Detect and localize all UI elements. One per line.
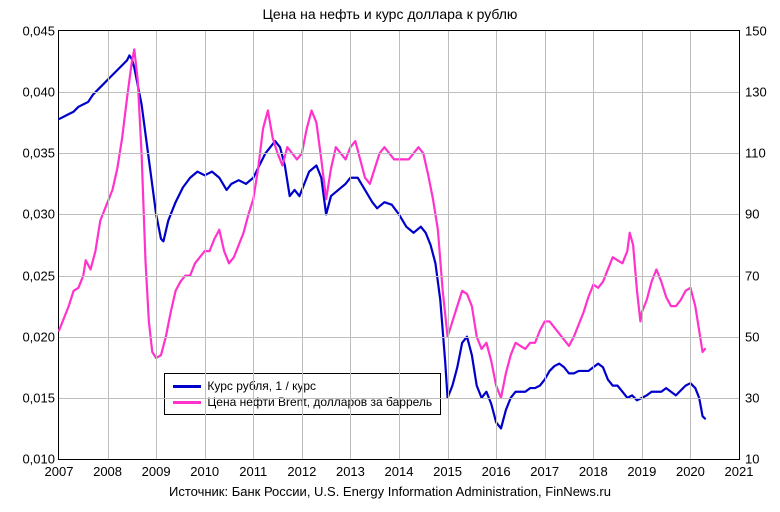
x-tick-label: 2008 — [93, 464, 122, 479]
gridline-h — [59, 92, 739, 93]
gridline-v — [593, 31, 594, 459]
y-right-tick-label: 10 — [745, 452, 780, 467]
x-tick-label: 2016 — [482, 464, 511, 479]
x-tick-label: 2013 — [336, 464, 365, 479]
y-right-tick-label: 50 — [745, 329, 780, 344]
gridline-v — [448, 31, 449, 459]
gridline-v — [302, 31, 303, 459]
legend-swatch — [173, 385, 201, 388]
gridline-v — [205, 31, 206, 459]
y-left-tick-label: 0,040 — [7, 85, 55, 100]
y-left-tick-label: 0,015 — [7, 390, 55, 405]
source-caption: Источник: Банк России, U.S. Energy Infor… — [0, 484, 780, 499]
gridline-v — [642, 31, 643, 459]
y-right-tick-label: 30 — [745, 390, 780, 405]
x-tick-label: 2019 — [627, 464, 656, 479]
x-tick-label: 2020 — [676, 464, 705, 479]
x-tick-label: 2012 — [287, 464, 316, 479]
y-right-tick-label: 110 — [745, 146, 780, 161]
legend-swatch — [173, 401, 201, 404]
gridline-v — [156, 31, 157, 459]
y-left-tick-label: 0,010 — [7, 452, 55, 467]
y-right-tick-label: 90 — [745, 207, 780, 222]
gridline-v — [350, 31, 351, 459]
gridline-v — [690, 31, 691, 459]
x-tick-label: 2010 — [190, 464, 219, 479]
gridline-v — [545, 31, 546, 459]
gridline-v — [399, 31, 400, 459]
gridline-v — [253, 31, 254, 459]
x-tick-label: 2014 — [385, 464, 414, 479]
gridline-h — [59, 337, 739, 338]
y-right-tick-label: 150 — [745, 24, 780, 39]
y-right-tick-label: 70 — [745, 268, 780, 283]
gridline-h — [59, 398, 739, 399]
chart-title: Цена на нефть и курс доллара к рублю — [0, 6, 780, 22]
gridline-h — [59, 214, 739, 215]
y-left-tick-label: 0,020 — [7, 329, 55, 344]
plot-area: Курс рубля, 1 / курсЦена нефти Brent, до… — [58, 30, 740, 460]
y-left-tick-label: 0,045 — [7, 24, 55, 39]
gridline-v — [496, 31, 497, 459]
y-left-tick-label: 0,035 — [7, 146, 55, 161]
gridline-h — [59, 153, 739, 154]
x-tick-label: 2015 — [433, 464, 462, 479]
x-tick-label: 2011 — [239, 464, 267, 479]
y-left-tick-label: 0,030 — [7, 207, 55, 222]
y-right-tick-label: 130 — [745, 85, 780, 100]
legend-label: Курс рубля, 1 / курс — [207, 378, 316, 394]
x-tick-label: 2018 — [579, 464, 608, 479]
gridline-h — [59, 276, 739, 277]
x-tick-label: 2009 — [142, 464, 171, 479]
x-tick-label: 2017 — [530, 464, 559, 479]
gridline-v — [108, 31, 109, 459]
chart-frame: Цена на нефть и курс доллара к рублю Кур… — [0, 0, 780, 512]
y-left-tick-label: 0,025 — [7, 268, 55, 283]
